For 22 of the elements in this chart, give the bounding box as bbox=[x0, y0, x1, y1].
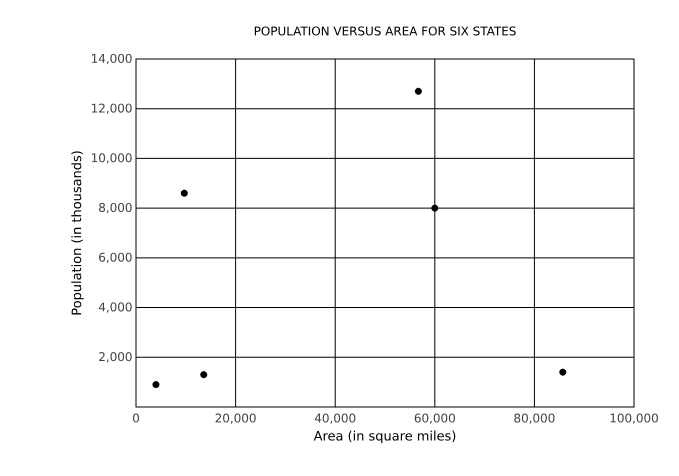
y-tick-label: 2,000 bbox=[99, 352, 132, 362]
y-tick-label: 14,000 bbox=[92, 54, 132, 64]
y-axis-title: Population (in thousands) bbox=[71, 151, 84, 314]
y-tick-label: 8,000 bbox=[99, 202, 132, 214]
x-axis-title: Area (in square miles) bbox=[314, 430, 456, 444]
x-tick-label: 0 bbox=[132, 414, 140, 423]
x-tick-label: 80,000 bbox=[514, 414, 555, 424]
point bbox=[180, 190, 188, 197]
y-tick-label: 12,000 bbox=[92, 104, 132, 114]
x-tick-label: 100,000 bbox=[610, 414, 658, 424]
y-tick-label: 10,000 bbox=[92, 153, 132, 164]
point bbox=[414, 88, 422, 95]
y-tick-label: 6,000 bbox=[99, 252, 132, 263]
point bbox=[431, 204, 438, 212]
x-tick-label: 20,000 bbox=[216, 414, 256, 424]
chart-title: POPULATION VERSUS AREA FOR SIX STATES bbox=[254, 26, 516, 36]
y-tick-label: 4,000 bbox=[98, 302, 132, 313]
point bbox=[559, 368, 566, 376]
x-tick-label: 40,000 bbox=[314, 414, 356, 424]
point bbox=[152, 381, 160, 388]
point bbox=[200, 371, 208, 378]
x-tick-label: 60,000 bbox=[414, 414, 455, 424]
